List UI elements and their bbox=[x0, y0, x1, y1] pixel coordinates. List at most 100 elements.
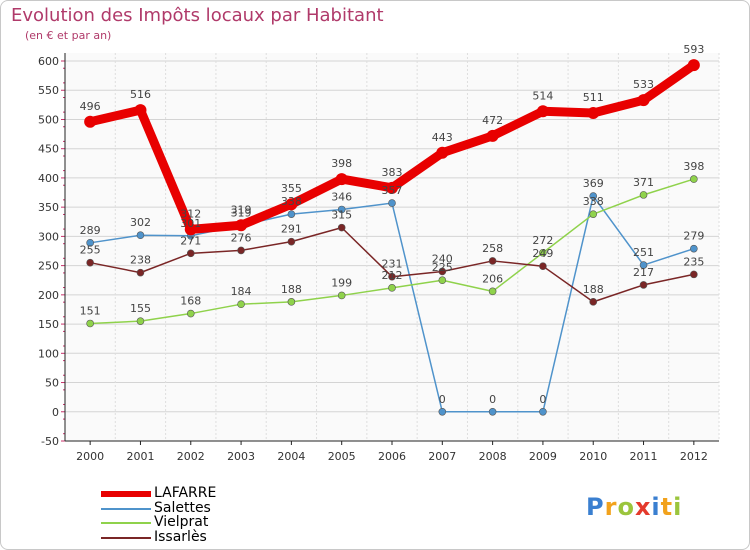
data-point-salettes bbox=[690, 244, 698, 253]
y-tick-label: 150 bbox=[38, 318, 59, 331]
data-point-salettes bbox=[136, 231, 145, 240]
data-label-lafarre: 472 bbox=[482, 114, 503, 127]
data-label-lafarre: 312 bbox=[180, 207, 201, 220]
chart-title: Evolution des Impôts locaux par Habitant bbox=[11, 5, 384, 26]
data-point-issarls bbox=[488, 257, 497, 265]
y-tick-label: -50 bbox=[41, 435, 59, 448]
x-tick-label: 2002 bbox=[177, 450, 205, 463]
data-label-issarls: 238 bbox=[130, 254, 151, 267]
x-tick-label: 2006 bbox=[378, 450, 406, 463]
data-point-issarls bbox=[589, 298, 598, 306]
data-point-lafarre bbox=[285, 198, 298, 211]
data-point-vielprat bbox=[690, 175, 698, 183]
data-point-issarls bbox=[287, 237, 296, 246]
data-point-issarls bbox=[438, 267, 447, 276]
data-point-issarls bbox=[388, 272, 396, 281]
logo-letter-i2: i bbox=[673, 493, 683, 521]
plot-area bbox=[65, 53, 719, 441]
data-point-lafarre bbox=[386, 181, 398, 194]
legend-item-issarles: Issarlès bbox=[101, 529, 301, 545]
data-label-issarls: 231 bbox=[382, 258, 403, 271]
x-tick-label: 2000 bbox=[76, 450, 104, 463]
data-label-lafarre: 496 bbox=[80, 100, 101, 113]
data-point-salettes bbox=[589, 192, 598, 200]
data-point-lafarre bbox=[335, 173, 348, 186]
data-point-issarls bbox=[237, 246, 245, 255]
data-label-issarls: 217 bbox=[633, 266, 654, 279]
data-label-vielprat: 184 bbox=[231, 285, 252, 298]
y-tick-label: 600 bbox=[38, 55, 59, 68]
data-point-salettes bbox=[86, 239, 94, 247]
data-point-vielprat bbox=[237, 300, 245, 309]
data-point-vielprat bbox=[337, 291, 346, 300]
data-point-vielprat bbox=[438, 276, 447, 285]
data-label-issarls: 255 bbox=[80, 244, 101, 257]
data-label-vielprat: 168 bbox=[180, 295, 201, 308]
data-point-lafarre bbox=[486, 129, 499, 142]
data-point-vielprat bbox=[539, 248, 547, 257]
legend-swatch-vielprat bbox=[101, 522, 151, 524]
data-label-lafarre: 516 bbox=[130, 88, 151, 101]
legend-item-salettes: Salettes bbox=[101, 500, 301, 516]
data-label-issarls: 240 bbox=[432, 252, 453, 265]
y-tick-label: 450 bbox=[38, 143, 59, 156]
logo-letter-i: i bbox=[651, 493, 661, 521]
data-label-lafarre: 383 bbox=[382, 166, 403, 179]
data-label-vielprat: 151 bbox=[80, 304, 101, 317]
data-label-lafarre: 533 bbox=[633, 78, 654, 91]
logo-letter-r: r bbox=[604, 493, 618, 521]
data-point-lafarre bbox=[436, 146, 449, 159]
logo-letter-t: t bbox=[660, 493, 674, 521]
legend-swatch-lafarre bbox=[101, 491, 151, 497]
data-label-salettes: 0 bbox=[439, 393, 446, 406]
x-tick-label: 2001 bbox=[126, 450, 154, 463]
data-label-salettes: 369 bbox=[583, 177, 604, 190]
data-point-lafarre bbox=[184, 223, 197, 236]
data-label-issarls: 291 bbox=[281, 223, 302, 236]
data-label-vielprat: 206 bbox=[482, 272, 503, 285]
data-point-salettes bbox=[539, 407, 547, 416]
data-label-salettes: 0 bbox=[539, 393, 546, 406]
data-label-salettes: 338 bbox=[281, 195, 302, 208]
data-label-lafarre: 511 bbox=[583, 91, 604, 104]
data-point-lafarre bbox=[235, 219, 248, 232]
data-point-lafarre bbox=[84, 115, 97, 128]
data-point-lafarre bbox=[536, 105, 549, 118]
data-label-salettes: 301 bbox=[180, 217, 201, 230]
data-point-salettes bbox=[488, 407, 497, 416]
data-label-issarls: 249 bbox=[532, 247, 553, 260]
legend-label-salettes: Salettes bbox=[154, 500, 211, 516]
data-label-vielprat: 338 bbox=[583, 195, 604, 208]
data-point-issarls bbox=[690, 270, 698, 279]
data-label-issarls: 235 bbox=[683, 255, 704, 268]
data-point-issarls bbox=[337, 223, 346, 232]
y-tick-label: 550 bbox=[38, 84, 59, 97]
x-tick-label: 2008 bbox=[479, 450, 507, 463]
data-label-vielprat: 199 bbox=[331, 276, 352, 289]
data-point-salettes bbox=[337, 205, 346, 214]
data-point-issarls bbox=[136, 268, 145, 277]
data-label-vielprat: 188 bbox=[281, 283, 302, 296]
data-point-issarls bbox=[639, 281, 648, 289]
y-tick-label: 0 bbox=[52, 406, 59, 419]
data-label-lafarre: 398 bbox=[331, 157, 352, 170]
proxiti-logo: Proxiti bbox=[586, 493, 682, 521]
data-point-lafarre bbox=[587, 107, 600, 120]
x-tick-label: 2004 bbox=[277, 450, 305, 463]
data-point-vielprat bbox=[287, 298, 296, 306]
data-point-lafarre bbox=[687, 59, 700, 72]
x-tick-label: 2005 bbox=[328, 450, 356, 463]
x-tick-label: 2007 bbox=[428, 450, 456, 463]
data-label-salettes: 302 bbox=[130, 216, 151, 229]
data-label-vielprat: 371 bbox=[633, 176, 654, 189]
logo-letter-o: o bbox=[617, 493, 635, 521]
data-point-vielprat bbox=[186, 309, 195, 318]
chart-subtitle: (en € et par an) bbox=[25, 29, 112, 42]
data-label-lafarre: 355 bbox=[281, 182, 302, 195]
data-label-vielprat: 225 bbox=[432, 261, 453, 274]
y-tick-label: 300 bbox=[38, 230, 59, 243]
data-label-salettes: 346 bbox=[331, 190, 352, 203]
x-tick-label: 2011 bbox=[630, 450, 658, 463]
